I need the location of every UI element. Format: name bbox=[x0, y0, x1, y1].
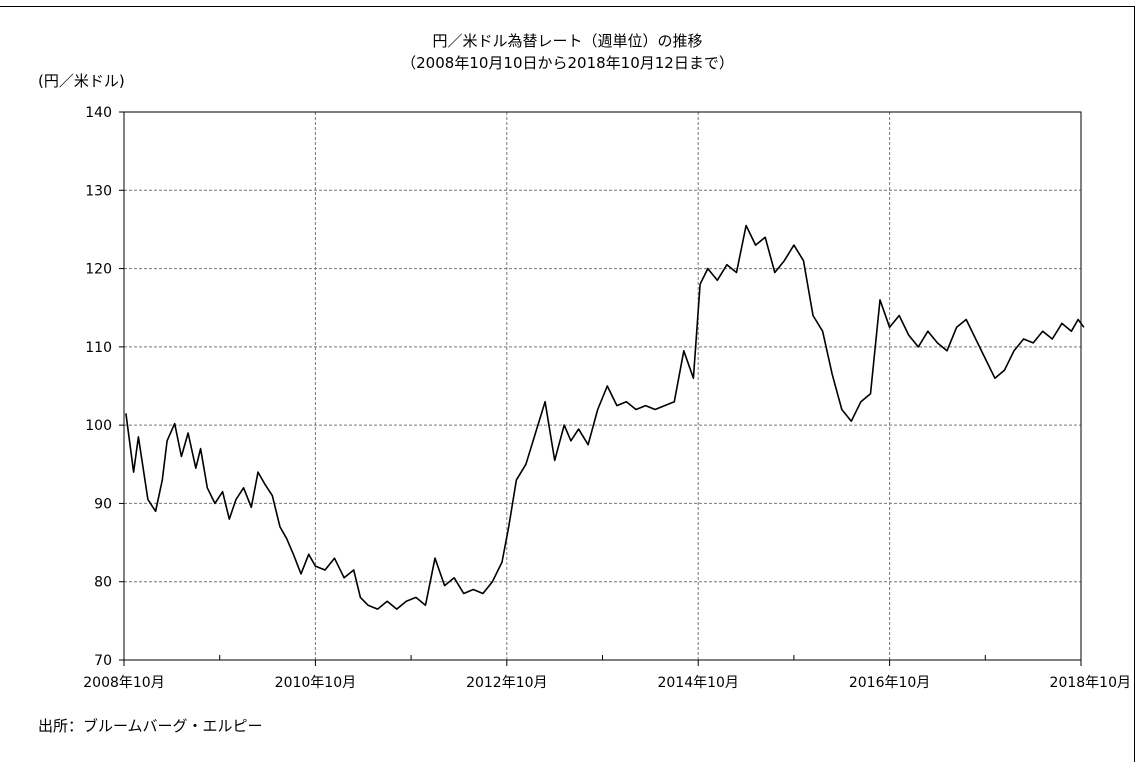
chart-subtitle: （2008年10月10日から2018年10月12日まで） bbox=[401, 54, 734, 72]
y-tick-label: 120 bbox=[85, 262, 112, 278]
y-tick-label: 70 bbox=[94, 653, 112, 669]
axes bbox=[119, 111, 1082, 666]
source-note: 出所：ブルームバーグ・エルピー bbox=[38, 717, 263, 735]
y-tick-label: 80 bbox=[94, 575, 112, 591]
tick-labels: 70 80 90 100 110 120 130 140 2008年10月 2010年10月 201… bbox=[83, 105, 1131, 691]
series-group bbox=[125, 224, 1085, 610]
x-tick-label: 2008年10月 bbox=[83, 675, 164, 691]
x-tick-label: 2018年10月 bbox=[1050, 675, 1131, 691]
plot-border bbox=[123, 111, 1082, 661]
x-tick-label: 2010年10月 bbox=[275, 675, 356, 691]
series-line-0 bbox=[125, 224, 1085, 610]
y-tick-label: 130 bbox=[85, 183, 112, 199]
grid-lines bbox=[124, 112, 1081, 660]
chart-title: 円／米ドル為替レート（週単位）の推移 bbox=[432, 32, 703, 50]
y-tick-label: 100 bbox=[85, 418, 112, 434]
x-tick-label: 2012年10月 bbox=[466, 675, 547, 691]
y-tick-label: 90 bbox=[94, 496, 112, 512]
x-tick-label: 2016年10月 bbox=[849, 675, 930, 691]
y-tick-label: 110 bbox=[85, 340, 112, 356]
x-tick-label: 2014年10月 bbox=[657, 675, 738, 691]
y-axis-label: (円／米ドル) bbox=[38, 72, 125, 90]
y-tick-label: 140 bbox=[85, 105, 112, 121]
frame-top-border bbox=[0, 6, 1135, 7]
